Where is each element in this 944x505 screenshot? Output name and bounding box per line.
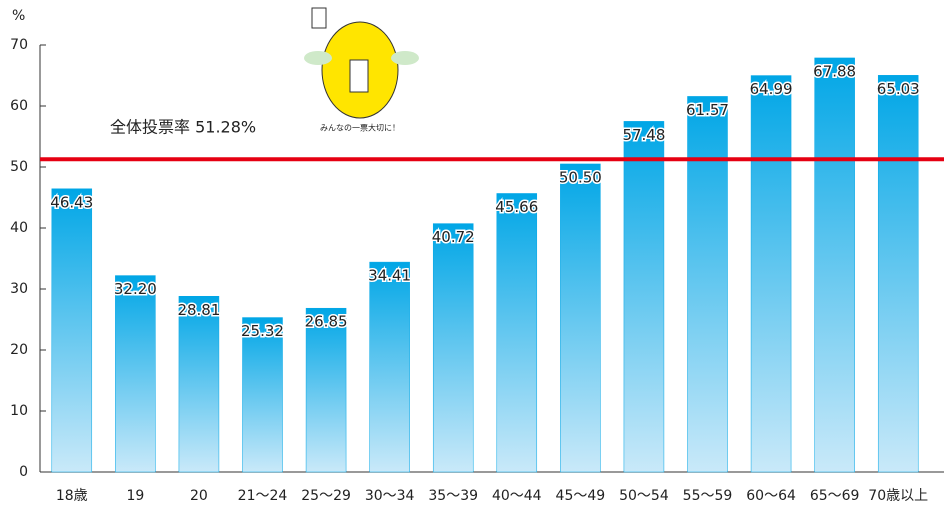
bar [242,317,283,473]
y-tick-label: 20 [10,342,28,358]
value-label: 65.03 [877,80,920,98]
bar [814,57,855,473]
bar [750,75,792,473]
x-tick-label: 60〜64 [746,488,796,504]
value-label: 57.48 [622,126,665,144]
x-tick-label: 30〜34 [365,488,415,504]
x-tick-label: 50〜54 [619,488,669,504]
bar [178,296,220,473]
x-tick-label: 35〜39 [428,488,478,504]
y-tick-label: 70 [10,37,28,53]
value-label: 45.66 [495,198,538,216]
bar [51,188,93,473]
value-label: 40.72 [432,228,475,246]
y-tick-label: 10 [10,403,28,419]
y-tick-label: 60 [10,98,28,114]
value-label: 61.57 [686,101,729,119]
value-label: 67.88 [813,62,856,80]
mascot [304,7,419,119]
x-tick-label: 20 [190,488,208,504]
y-tick-label: 40 [10,220,28,236]
x-tick-label: 25〜29 [301,488,351,504]
x-tick-label: 45〜49 [556,488,606,504]
bar [305,307,347,473]
value-label: 46.43 [50,193,93,211]
x-tick-label: 70歳以上 [868,488,928,504]
x-tick-label: 40〜44 [492,488,542,504]
x-tick-label: 18歳 [56,488,88,504]
x-tick-label: 55〜59 [683,488,733,504]
value-label: 26.85 [305,313,348,331]
y-axis-label: % [12,8,25,24]
bar [877,75,919,473]
bar [115,275,156,473]
bar [560,163,601,473]
bar [687,96,728,473]
value-label: 34.41 [368,267,411,285]
bar [496,193,538,473]
y-tick-label: 0 [19,464,28,480]
x-tick-label: 19 [126,488,144,504]
mascot-caption: みんなの一票大切に！ [320,123,400,133]
value-label: 64.99 [750,80,793,98]
x-tick-label: 21〜24 [238,488,288,504]
value-label: 50.50 [559,168,602,186]
value-label: 25.32 [241,322,284,340]
bar [623,121,665,473]
y-tick-label: 50 [10,159,28,175]
x-tick-label: 65〜69 [810,488,860,504]
value-label: 28.81 [177,301,220,319]
y-tick-label: 30 [10,281,28,297]
value-label: 32.20 [114,280,157,298]
bar [369,261,410,473]
reference-label: 全体投票率 51.28% [110,118,256,137]
bar [432,223,474,473]
